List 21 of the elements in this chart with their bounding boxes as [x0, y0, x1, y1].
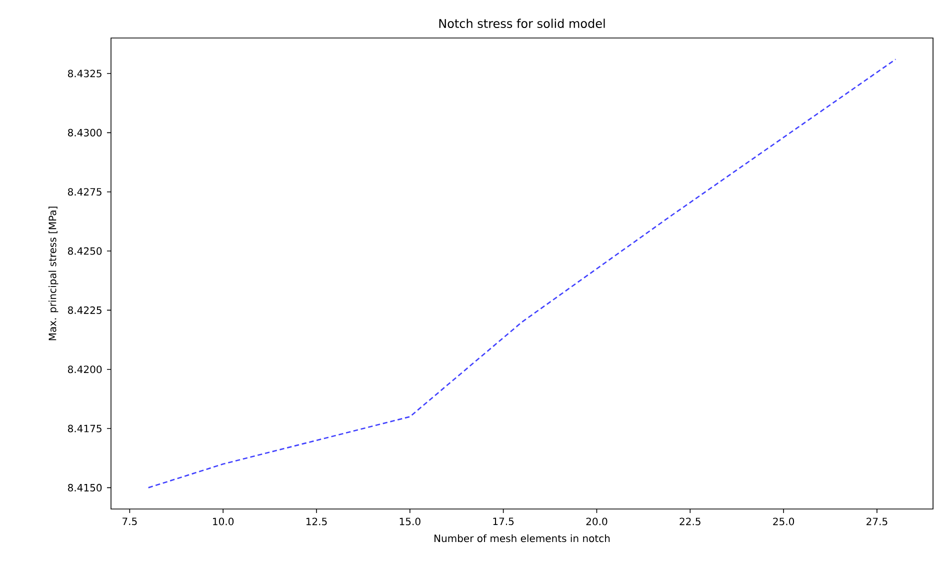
x-tick-label: 25.0	[773, 518, 794, 526]
y-axis-title: Max. principal stress [MPa]	[48, 206, 58, 340]
y-tick-label: 8.4300	[68, 128, 102, 136]
x-tick-label: 22.5	[680, 518, 700, 526]
x-axis-title: Number of mesh elements in notch	[434, 534, 610, 542]
y-tick-label: 8.4200	[68, 366, 102, 374]
y-tick-label: 8.4275	[68, 188, 102, 196]
x-tick-label: 20.0	[586, 518, 608, 526]
x-tick-label: 10.0	[213, 518, 234, 526]
x-tick-label: 15.0	[400, 518, 420, 526]
x-tick-label: 12.5	[306, 518, 327, 526]
y-tick-label: 8.4175	[68, 424, 102, 432]
chart-title: Notch stress for solid model	[439, 18, 605, 28]
y-tick-label: 8.4325	[68, 70, 102, 78]
y-tick-label: 8.4250	[68, 247, 102, 255]
y-tick-label: 8.4150	[68, 484, 102, 492]
x-tick-label: 27.5	[866, 518, 888, 526]
line-series	[148, 58, 896, 488]
y-tick-label: 8.4225	[68, 306, 102, 314]
x-tick-label: 7.5	[122, 518, 137, 526]
x-tick-label: 17.5	[493, 518, 514, 526]
